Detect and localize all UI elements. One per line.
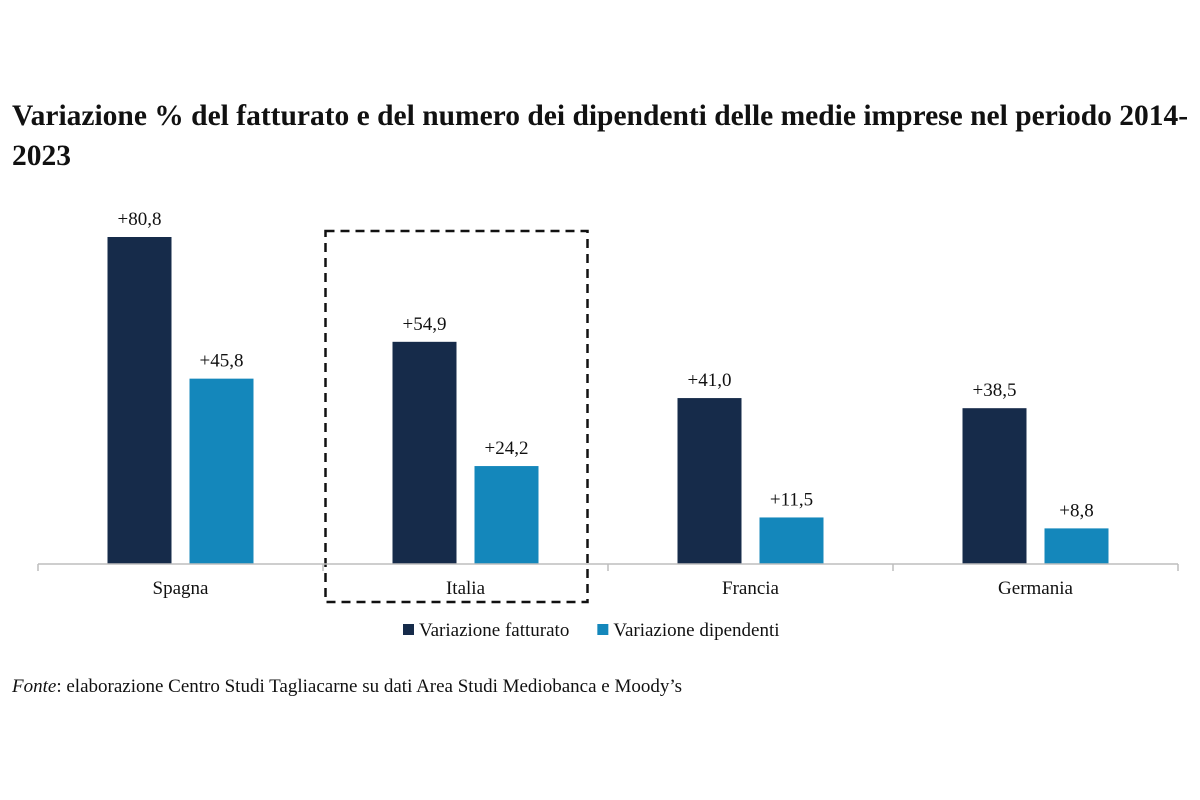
x-tick-label: Italia	[446, 578, 486, 599]
data-label: +11,5	[770, 489, 813, 510]
highlight-box-italia	[324, 229, 589, 604]
chart-title: Variazione % del fatturato e del numero …	[12, 100, 1189, 172]
legend-label: Variazione dipendenti	[613, 620, 779, 641]
data-label: +80,8	[118, 209, 162, 230]
bar-italia-dipendenti	[474, 466, 539, 564]
bar-germania-fatturato	[962, 408, 1027, 564]
x-tick-label: Germania	[998, 578, 1073, 599]
bar-spagna-fatturato	[107, 237, 172, 564]
data-label: +54,9	[403, 314, 447, 335]
data-label: +41,0	[688, 370, 732, 391]
bar-italia-fatturato	[392, 341, 457, 564]
source-note: Fonte: elaborazione Centro Studi Tagliac…	[12, 676, 682, 698]
data-label: +24,2	[485, 438, 529, 459]
bar-francia-dipendenti	[759, 517, 824, 564]
bar-francia-fatturato	[677, 398, 742, 564]
bar-germania-dipendenti	[1044, 528, 1109, 564]
x-tick-label: Spagna	[153, 578, 210, 599]
bar-spagna-dipendenti	[189, 378, 254, 564]
legend-swatch	[403, 624, 414, 635]
source-text: : elaborazione Centro Studi Tagliacarne …	[56, 676, 683, 697]
legend-label: Variazione fatturato	[419, 620, 569, 641]
source-label: Fonte	[12, 676, 57, 697]
data-label: +45,8	[200, 351, 244, 372]
data-label: +8,8	[1059, 500, 1093, 521]
legend-swatch	[597, 624, 609, 635]
data-label: +38,5	[973, 380, 1017, 401]
x-tick-label: Francia	[722, 578, 780, 599]
